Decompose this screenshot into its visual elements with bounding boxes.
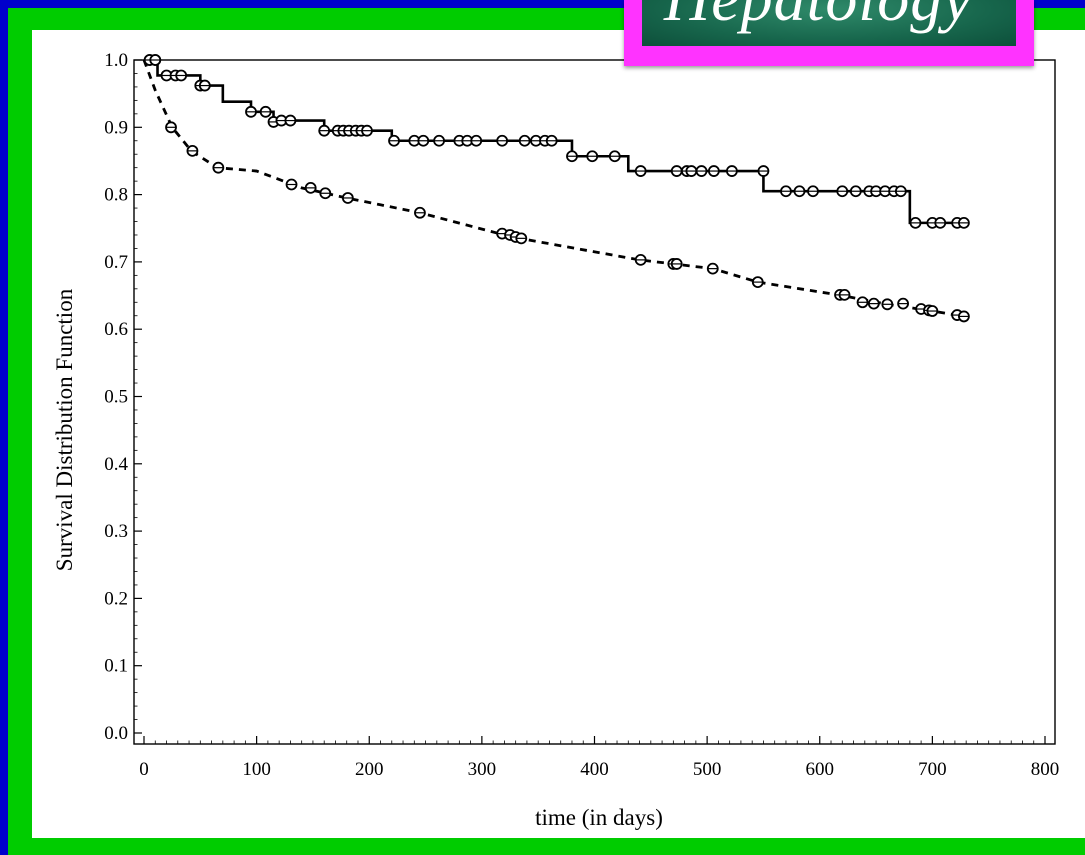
survival-chart: 0 100 200 300 400 500 600 700 800 0.0 0.1 0.2 0.3 0.4… bbox=[52, 50, 1059, 830]
y-tick-label: 0.3 bbox=[104, 521, 128, 542]
x-tick-label: 400 bbox=[580, 759, 609, 780]
journal-logo-text: Hepatology bbox=[664, 0, 973, 36]
x-tick-label: 700 bbox=[918, 759, 947, 780]
y-tick-label: 0.8 bbox=[104, 185, 128, 206]
y-tick-label: 0.1 bbox=[104, 656, 128, 677]
x-tick-label: 300 bbox=[468, 759, 497, 780]
y-tick-label: 0.7 bbox=[104, 252, 128, 273]
x-tick-label: 800 bbox=[1031, 759, 1060, 780]
journal-logo: Hepatology bbox=[624, 0, 1034, 66]
censor-markers bbox=[143, 54, 970, 323]
y-tick-label: 0.6 bbox=[104, 319, 128, 340]
y-tick-label: 1.0 bbox=[104, 50, 128, 71]
chart-panel: 0 100 200 300 400 500 600 700 800 0.0 0.1 0.2 0.3 0.4… bbox=[32, 30, 1085, 838]
journal-logo-badge: Hepatology bbox=[642, 0, 1016, 46]
y-tick-label: 0.9 bbox=[104, 117, 128, 138]
axis-labels: time (in days) Survival Distribution Fun… bbox=[52, 288, 663, 830]
y-tick-label: 0.0 bbox=[104, 723, 128, 744]
y-tick-label: 0.4 bbox=[104, 454, 128, 475]
x-tick-label: 500 bbox=[693, 759, 722, 780]
x-tick-label: 100 bbox=[242, 759, 271, 780]
y-tick-label: 0.5 bbox=[104, 387, 128, 408]
x-tick-label: 200 bbox=[355, 759, 384, 780]
x-tick-label: 0 bbox=[139, 759, 149, 780]
y-axis-label: Survival Distribution Function bbox=[52, 288, 77, 571]
x-tick-label: 600 bbox=[806, 759, 835, 780]
y-tick-label: 0.2 bbox=[104, 588, 128, 609]
plot-frame bbox=[133, 59, 1056, 745]
x-axis-label: time (in days) bbox=[535, 805, 663, 830]
axis-ticks: 0 100 200 300 400 500 600 700 800 0.0 0.1 0.2 0.3 0.4… bbox=[104, 50, 1059, 780]
plot-frame-group bbox=[133, 59, 1056, 745]
